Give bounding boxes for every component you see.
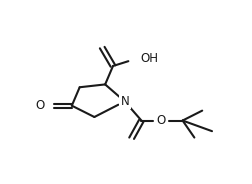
Text: N: N [120, 95, 129, 108]
Text: O: O [156, 114, 165, 127]
Text: O: O [35, 99, 44, 112]
Text: OH: OH [140, 52, 158, 66]
